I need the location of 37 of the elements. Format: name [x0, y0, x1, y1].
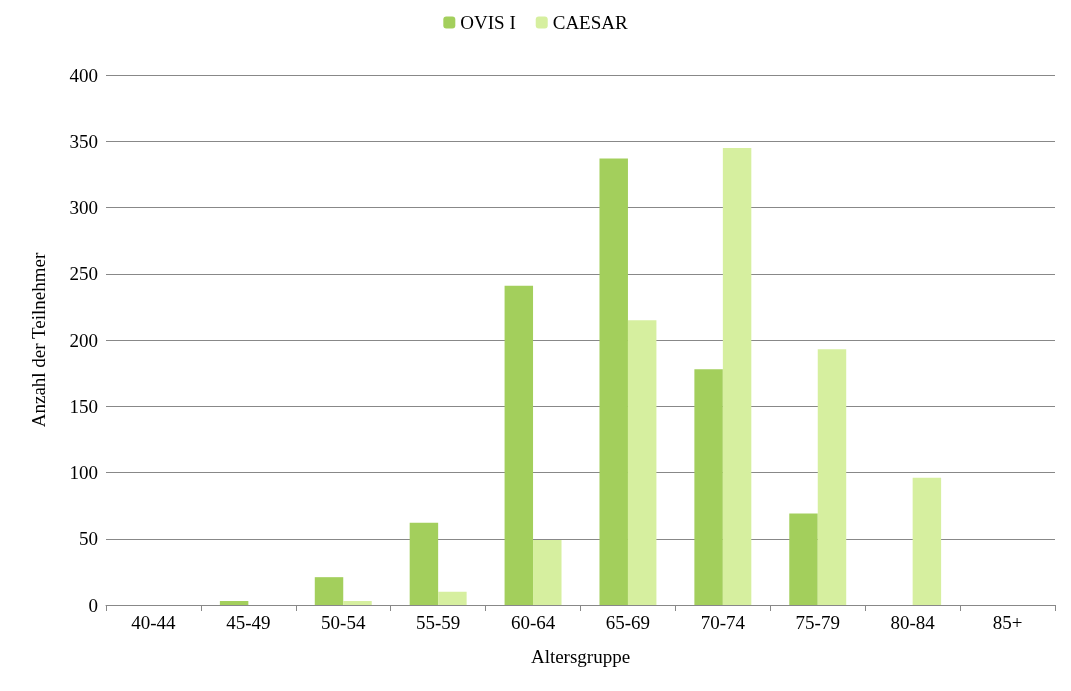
- bar: [817, 349, 847, 605]
- y-tick-label: 400: [69, 64, 98, 86]
- bar: [627, 320, 657, 605]
- bar: [504, 285, 534, 605]
- x-axis-title: Altersgruppe: [530, 646, 631, 667]
- x-tick-label: 80-84: [890, 612, 936, 633]
- y-tick-label: 50: [79, 528, 98, 550]
- legend-label: CAESAR: [552, 12, 629, 33]
- x-tick-label: 60-64: [510, 612, 556, 633]
- x-tick-label: 55-59: [415, 612, 461, 633]
- x-tick-label: 40-44: [131, 612, 177, 633]
- x-tick-label: 70-74: [700, 612, 746, 633]
- x-tick-label: 85+: [992, 612, 1023, 633]
- bar: [533, 540, 562, 605]
- bar: [599, 158, 628, 605]
- y-tick-label: 300: [69, 197, 98, 218]
- x-tick-label: 50-54: [321, 612, 366, 633]
- bar: [438, 591, 467, 605]
- x-tick-label: 65-69: [605, 612, 651, 633]
- y-tick-label: 100: [69, 462, 98, 483]
- y-tick-label: 200: [69, 329, 98, 351]
- y-tick-label: 150: [69, 395, 98, 417]
- bar: [694, 369, 723, 605]
- bar: [314, 577, 344, 605]
- y-tick-label: 350: [69, 130, 98, 152]
- bar: [219, 601, 249, 605]
- x-tick-label: 45-49: [226, 612, 271, 633]
- x-tick-label: 75-79: [795, 612, 840, 633]
- y-tick-label: 250: [69, 263, 98, 285]
- legend-label: OVIS I: [460, 12, 516, 33]
- bar: [409, 522, 439, 605]
- bar: [722, 147, 752, 605]
- bar: [789, 513, 818, 605]
- bar: [912, 477, 942, 605]
- y-axis-title: Anzahl der Teilnehmer: [28, 252, 49, 428]
- bar: [343, 601, 372, 605]
- y-tick-label: 0: [88, 594, 98, 616]
